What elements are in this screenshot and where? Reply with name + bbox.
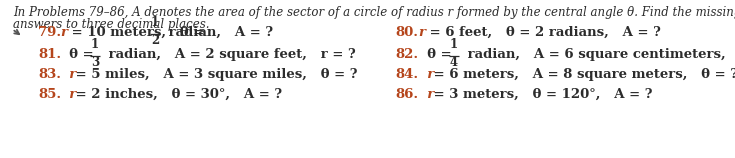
Text: 79.: 79. [38, 26, 61, 39]
Text: 80.: 80. [395, 26, 418, 39]
Text: radian,   A = 2 square feet,   r = ?: radian, A = 2 square feet, r = ? [104, 48, 356, 61]
Text: r: r [60, 26, 67, 39]
Text: 1: 1 [91, 37, 99, 51]
Text: 83.: 83. [38, 68, 61, 81]
Text: = 5 miles,   A = 3 square miles,   θ = ?: = 5 miles, A = 3 square miles, θ = ? [71, 68, 357, 81]
Text: radian,   A = ?: radian, A = ? [164, 26, 273, 39]
Text: 1: 1 [151, 15, 159, 28]
Text: = 10 meters,   θ =: = 10 meters, θ = [67, 26, 209, 39]
Text: 82.: 82. [395, 48, 418, 61]
Text: r: r [418, 88, 434, 101]
Text: θ =: θ = [60, 48, 98, 61]
Text: r: r [418, 26, 425, 39]
Text: 1: 1 [450, 37, 458, 51]
Text: = 3 meters,   θ = 120°,   A = ?: = 3 meters, θ = 120°, A = ? [429, 88, 653, 101]
Text: r: r [60, 88, 76, 101]
Text: = 6 feet,   θ = 2 radians,   A = ?: = 6 feet, θ = 2 radians, A = ? [425, 26, 661, 39]
Text: r: r [60, 68, 76, 81]
Text: 3: 3 [91, 57, 99, 70]
Text: = 2 inches,   θ = 30°,   A = ?: = 2 inches, θ = 30°, A = ? [71, 88, 282, 101]
Text: 86.: 86. [395, 88, 418, 101]
Text: answers to three decimal places.: answers to three decimal places. [13, 18, 209, 31]
Text: = 6 meters,   A = 8 square meters,   θ = ?: = 6 meters, A = 8 square meters, θ = ? [429, 68, 735, 81]
Text: 81.: 81. [38, 48, 61, 61]
Text: radian,   A = 6 square centimeters,   r = ?: radian, A = 6 square centimeters, r = ? [463, 48, 735, 61]
Text: 84.: 84. [395, 68, 418, 81]
Text: 85.: 85. [38, 88, 61, 101]
Text: 4: 4 [450, 57, 458, 70]
Text: In Problems 79–86, A denotes the area of the sector of a circle of radius r form: In Problems 79–86, A denotes the area of… [13, 6, 735, 19]
Text: 2: 2 [151, 34, 159, 48]
Text: r: r [418, 68, 434, 81]
Text: θ =: θ = [418, 48, 456, 61]
